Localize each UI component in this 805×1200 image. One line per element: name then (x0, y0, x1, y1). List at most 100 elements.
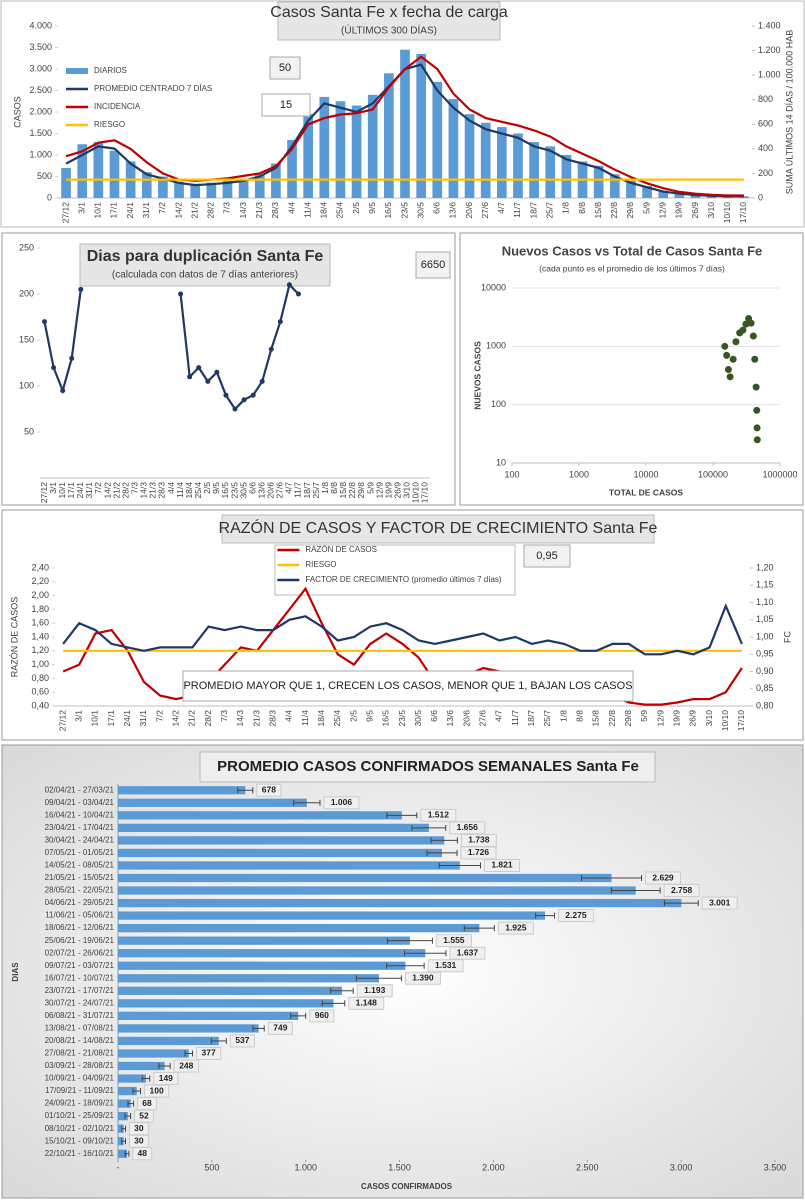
y-tick-label: 06/08/21 - 31/07/21 (45, 1011, 115, 1020)
x-tick-label: 18/4 (184, 482, 194, 499)
chart-title: Casos Santa Fe x fecha de carga (270, 4, 508, 21)
error-bar (663, 900, 699, 907)
x-tick-label: 5/9 (365, 482, 375, 494)
x-tick-label: 22/8 (347, 482, 357, 499)
y-tick-label: 10/09/21 - 04/09/21 (45, 1074, 115, 1083)
legend-label: FACTOR DE CRECIMIENTO (promedio últimos … (305, 575, 502, 584)
y-tick-label: 250 (19, 242, 34, 252)
value-label-box (129, 1134, 149, 1148)
value-label-box (557, 909, 594, 923)
title-box (277, 1, 501, 41)
value-label-box (497, 921, 534, 935)
x-tick-label: 4/7 (284, 482, 294, 494)
x-tick-label: 10/10 (722, 202, 732, 224)
x-tick-label: 28/3 (270, 202, 280, 219)
x-tick-label: 14/3 (139, 482, 149, 499)
error-bar (610, 887, 661, 894)
annotation-box (523, 544, 571, 568)
legend-label: RAZÓN DE CASOS (305, 545, 377, 554)
x-axis-label: CASOS CONFIRMADOS (361, 1182, 453, 1191)
x-tick-label: 28/2 (206, 202, 216, 219)
error-bar (237, 787, 254, 794)
value-label: 1.821 (491, 860, 513, 870)
y-axis-label: CASOS (12, 96, 22, 128)
bar (335, 101, 346, 198)
x-tick-label: 4/7 (494, 710, 504, 722)
x-tick-label: 3/10 (706, 202, 716, 219)
x-tick-label: 7/2 (93, 482, 103, 494)
error-bar (535, 912, 555, 919)
x-tick-label: 30/5 (238, 482, 248, 499)
y-tick-label: 22/10/21 - 16/10/21 (45, 1149, 115, 1158)
y-tick-label: 16/07/21 - 10/07/21 (45, 973, 115, 982)
value-label-box (427, 959, 464, 973)
x-tick-label: 18/7 (528, 202, 538, 219)
value-label-box (348, 996, 385, 1010)
annotation: 6650 (421, 259, 445, 271)
x-tick-label: 18/7 (302, 482, 312, 499)
y-tick-label: 4.000 (29, 20, 52, 30)
y2-tick-label: 0,80 (756, 700, 774, 710)
x-tick-label: 7/2 (154, 710, 164, 722)
error-bar (463, 925, 495, 932)
bar (464, 114, 475, 198)
error-bar (124, 1150, 130, 1157)
bar (118, 923, 480, 933)
legend-label: INCIDENCIA (94, 102, 141, 111)
error-bar (252, 1025, 265, 1032)
annotation-box (269, 56, 301, 80)
error-bar (386, 937, 433, 944)
bar (384, 73, 394, 198)
x-tick-label: 19/9 (383, 482, 393, 499)
bar (118, 1061, 165, 1071)
x-tick-label: 7/3 (219, 710, 229, 722)
x-tick-label: 4/7 (496, 202, 506, 214)
bar (118, 974, 379, 983)
y-tick-label: 1.500 (29, 128, 52, 138)
value-label-box (129, 1122, 149, 1136)
value-label-box (173, 1059, 199, 1073)
bar (118, 961, 406, 970)
value-label: 1.512 (428, 810, 450, 820)
bar (319, 96, 330, 198)
bar (61, 167, 71, 198)
bar (118, 823, 429, 833)
value-label-box (132, 1147, 153, 1161)
x-tick-label: 10/1 (57, 482, 67, 499)
bar (118, 1011, 299, 1021)
y-tick-label: 1,00 (31, 659, 49, 669)
chart-title: PROMEDIO CASOS CONFIRMADOS SEMANALES San… (217, 758, 639, 775)
bar (674, 193, 685, 198)
x-tick-label: 20/6 (464, 202, 474, 219)
chart-title: Dias para duplicación Santa Fe (87, 248, 324, 265)
error-bar (132, 1088, 142, 1095)
x-tick-label: 26/9 (393, 482, 403, 499)
x-tick-label: 17/1 (109, 202, 119, 219)
x-tick-label: 25/7 (545, 202, 555, 219)
bar (109, 150, 120, 198)
y-tick-label: 1,40 (31, 631, 49, 641)
y-axis-label: DIAS (11, 962, 20, 982)
x-tick-label: 28/2 (120, 482, 130, 499)
x-tick-label: 23/5 (397, 710, 407, 727)
y-tick-label: 1.000 (29, 149, 52, 159)
value-label: 1.193 (364, 985, 386, 995)
x-tick-label: 3/10 (402, 482, 412, 499)
bar (561, 155, 572, 198)
error-bar (355, 975, 402, 982)
value-label: 537 (235, 1035, 249, 1045)
x-tick-label: 13/6 (448, 202, 458, 219)
error-bar (141, 1075, 151, 1082)
bar (118, 1036, 219, 1046)
y-tick-label: 13/08/21 - 07/08/21 (45, 1024, 115, 1033)
bar (222, 180, 233, 198)
value-label: 2.758 (671, 885, 693, 895)
x-tick-label: 24/1 (125, 202, 135, 219)
value-label-box (229, 1034, 256, 1048)
value-label: 749 (273, 1023, 287, 1033)
x-tick-label: 2/5 (202, 482, 212, 494)
bar (118, 811, 402, 820)
x-tick-label: 25/4 (335, 202, 345, 219)
y-tick-label: 0,60 (31, 687, 49, 697)
value-label-box (134, 1109, 154, 1123)
